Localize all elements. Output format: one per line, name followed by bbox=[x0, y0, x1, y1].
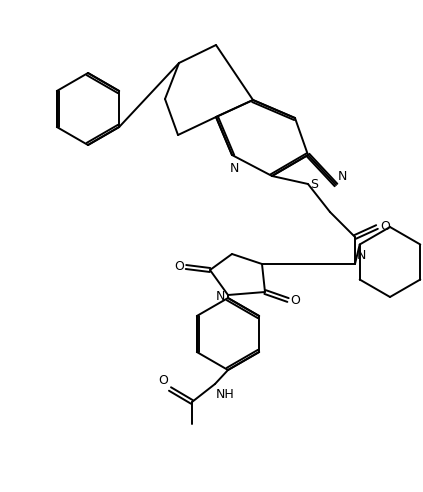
Text: NH: NH bbox=[216, 388, 235, 401]
Text: S: S bbox=[310, 178, 318, 190]
Text: O: O bbox=[380, 220, 390, 234]
Text: N: N bbox=[357, 249, 366, 262]
Text: O: O bbox=[158, 374, 168, 387]
Text: N: N bbox=[216, 290, 225, 304]
Text: O: O bbox=[174, 260, 184, 274]
Text: N: N bbox=[229, 162, 239, 175]
Text: N: N bbox=[338, 170, 347, 183]
Text: O: O bbox=[290, 294, 300, 307]
